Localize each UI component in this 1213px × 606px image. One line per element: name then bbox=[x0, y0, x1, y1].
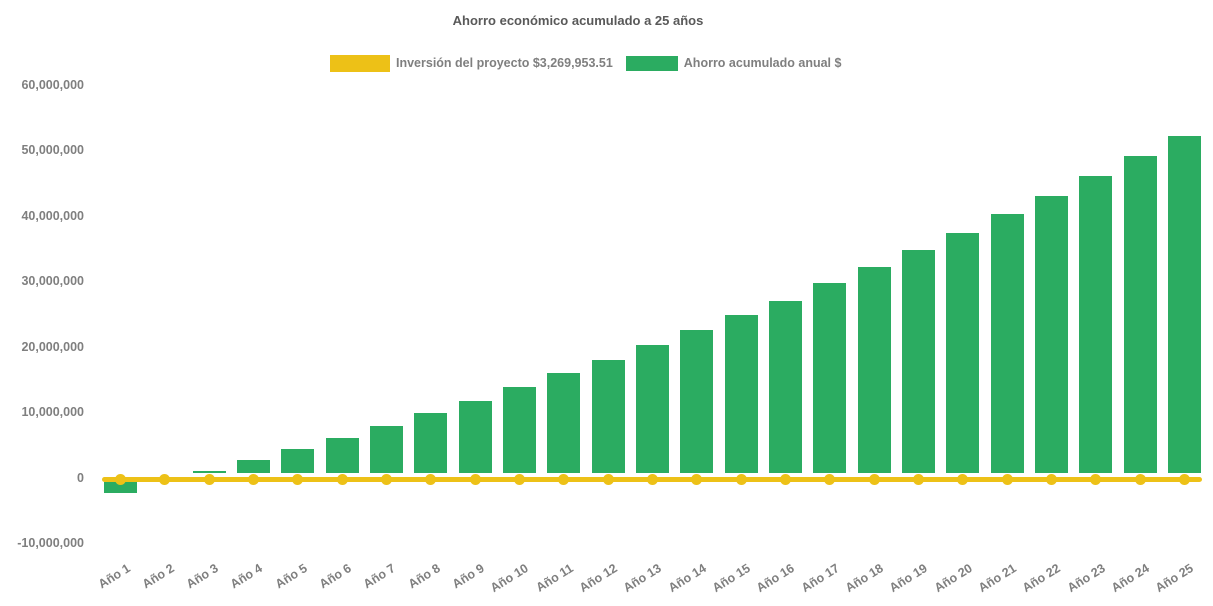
y-axis-tick-label: 50,000,000 bbox=[21, 143, 84, 157]
legend-label-savings: Ahorro acumulado anual $ bbox=[683, 56, 842, 70]
line-marker-año-8 bbox=[425, 474, 437, 485]
legend: Inversión del proyecto $3,269,953.51 Aho… bbox=[330, 52, 841, 74]
legend-swatch-savings-bar bbox=[625, 55, 678, 71]
line-marker-año-11 bbox=[558, 474, 570, 485]
line-marker-año-19 bbox=[912, 474, 924, 485]
y-axis-tick-label: 60,000,000 bbox=[21, 77, 84, 92]
bar-año-7 bbox=[369, 425, 403, 473]
y-axis-tick-label: 30,000,000 bbox=[21, 274, 84, 288]
bar-año-5 bbox=[281, 449, 315, 473]
bar-año-15 bbox=[724, 315, 758, 473]
legend-label-investment: Inversión del proyecto $3,269,953.51 bbox=[396, 56, 613, 70]
bar-año-11 bbox=[547, 373, 581, 473]
line-marker-año-17 bbox=[824, 474, 836, 485]
bar-año-16 bbox=[768, 300, 802, 473]
line-marker-año-3 bbox=[203, 474, 215, 485]
bar-año-25 bbox=[1167, 136, 1201, 473]
line-marker-año-1 bbox=[115, 474, 126, 485]
bar-año-9 bbox=[458, 400, 492, 473]
line-marker-año-5 bbox=[292, 474, 304, 485]
line-marker-año-25 bbox=[1178, 474, 1190, 485]
line-marker-año-20 bbox=[957, 474, 969, 485]
line-marker-año-12 bbox=[602, 474, 614, 485]
bar-año-10 bbox=[502, 387, 536, 473]
bar-año-12 bbox=[591, 359, 625, 473]
line-marker-año-21 bbox=[1001, 474, 1013, 485]
bar-año-3 bbox=[192, 470, 226, 473]
line-marker-año-7 bbox=[380, 474, 392, 485]
y-axis-tick-label: 40,000,000 bbox=[21, 208, 84, 223]
line-marker-año-22 bbox=[1045, 474, 1057, 485]
bar-año-17 bbox=[813, 282, 847, 473]
bar-año-19 bbox=[901, 250, 935, 473]
line-marker-año-10 bbox=[513, 474, 525, 485]
line-marker-año-13 bbox=[646, 474, 658, 485]
y-axis-tick-label: 0 bbox=[77, 470, 84, 485]
bar-año-4 bbox=[236, 459, 270, 473]
y-axis-tick-label: 10,000,000 bbox=[21, 405, 84, 419]
bar-año-14 bbox=[680, 330, 714, 473]
bar-año-20 bbox=[946, 232, 980, 473]
line-marker-año-4 bbox=[247, 474, 259, 485]
bar-año-8 bbox=[414, 412, 448, 473]
bar-año-18 bbox=[857, 266, 891, 473]
y-axis-tick-label: -10,000,000 bbox=[17, 536, 84, 550]
line-marker-año-9 bbox=[469, 474, 481, 485]
y-axis-tick-label: 20,000,000 bbox=[21, 339, 84, 354]
line-marker-año-24 bbox=[1134, 474, 1146, 485]
bar-año-1 bbox=[104, 482, 137, 493]
bar-año-13 bbox=[635, 345, 669, 473]
line-marker-año-18 bbox=[868, 474, 880, 485]
line-marker-año-23 bbox=[1090, 474, 1102, 485]
line-marker-año-2 bbox=[159, 474, 171, 485]
line-marker-año-6 bbox=[336, 474, 348, 485]
line-marker-año-16 bbox=[779, 474, 791, 485]
line-marker-año-15 bbox=[735, 474, 747, 485]
bar-año-6 bbox=[325, 438, 359, 473]
chart-title: Ahorro económico acumulado a 25 años bbox=[452, 13, 704, 28]
bar-año-22 bbox=[1034, 195, 1068, 473]
legend-swatch-investment-line bbox=[330, 54, 390, 72]
bar-año-21 bbox=[990, 214, 1024, 473]
bar-año-23 bbox=[1079, 176, 1113, 473]
line-marker-año-14 bbox=[691, 474, 703, 485]
bar-año-24 bbox=[1123, 155, 1157, 473]
